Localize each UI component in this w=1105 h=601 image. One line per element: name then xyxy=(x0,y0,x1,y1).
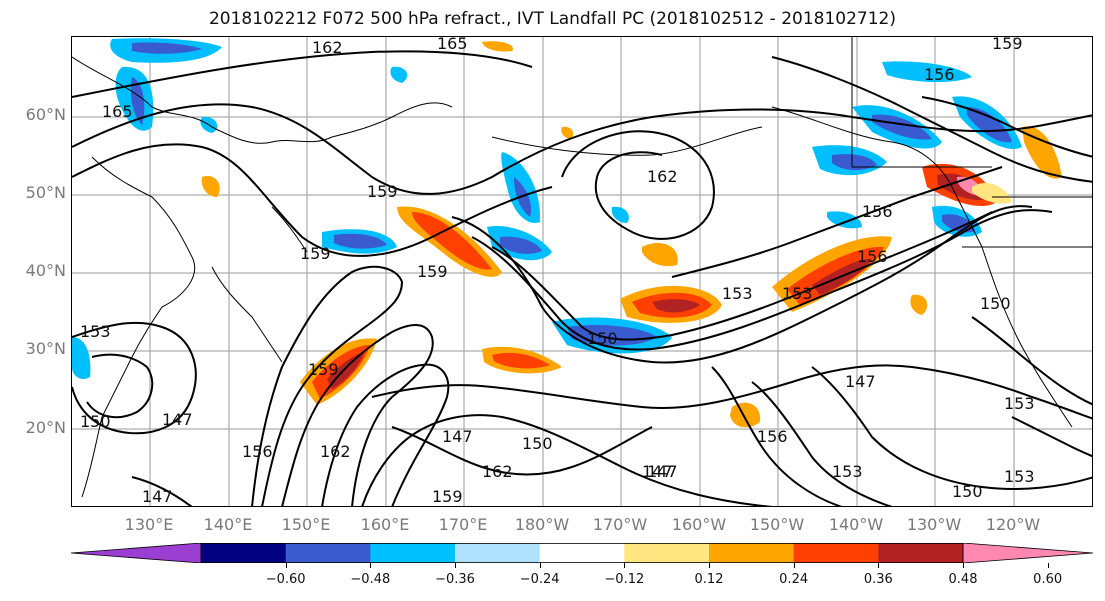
contour-label: 159 xyxy=(992,37,1023,53)
contour-label: 159 xyxy=(367,182,398,201)
lat-label: 50°N xyxy=(25,183,66,202)
colorbar-tick-label: −0.48 xyxy=(350,572,391,587)
colorbar-segment xyxy=(455,543,541,563)
contour-label: 159 xyxy=(308,360,339,379)
contour-label-group: 162 165 159 165 159 162 159 156 156 156 … xyxy=(80,37,1035,506)
colorbar-tick-mark xyxy=(878,563,880,568)
lon-label: 160°W xyxy=(671,515,727,534)
contour-label: 153 xyxy=(1004,467,1035,486)
contour-label: 159 xyxy=(300,244,331,263)
colorbar-tick-mark xyxy=(709,563,710,568)
map-title: 2018102212 F072 500 hPa refract., IVT La… xyxy=(208,9,896,29)
colorbar-segment xyxy=(370,543,456,563)
lon-label: 140°W xyxy=(828,515,884,534)
contour-label: 156 xyxy=(924,65,955,84)
colorbar-border xyxy=(200,543,964,563)
colorbar-tick-mark xyxy=(539,563,541,568)
map-panel: 162 165 159 165 159 162 159 156 156 156 … xyxy=(71,36,1093,507)
contour-label: 147 xyxy=(647,462,678,481)
colorbar-segment xyxy=(201,543,287,563)
colorbar-tick-label: −0.12 xyxy=(604,572,645,587)
colorbar-tick-label: −0.36 xyxy=(435,572,475,587)
colorbar-segment xyxy=(624,543,710,563)
contour-label: 156 xyxy=(862,202,893,221)
contour-label: 150 xyxy=(80,412,111,431)
contour-label: 162 xyxy=(320,442,351,461)
lat-label: 30°N xyxy=(25,339,66,358)
contour-label: 159 xyxy=(432,487,463,506)
contour-label: 162 xyxy=(647,167,678,186)
lon-label: 130°W xyxy=(906,515,962,534)
contour-label: 153 xyxy=(722,284,753,303)
contour-label: 156 xyxy=(242,442,273,461)
colorbar-tick-mark xyxy=(370,563,372,568)
lon-label: 150°E xyxy=(281,515,331,534)
contour-label: 165 xyxy=(102,102,133,121)
contour-label: 162 xyxy=(312,38,343,57)
lat-label: 40°N xyxy=(25,261,66,280)
colorbar-segment xyxy=(285,543,371,563)
lon-label: 120°W xyxy=(985,515,1041,534)
contour-label: 147 xyxy=(142,487,173,506)
contour-label: 150 xyxy=(587,329,618,348)
graticule xyxy=(72,37,1092,506)
map-canvas: 162 165 159 165 159 162 159 156 156 156 … xyxy=(72,37,1092,506)
lat-label: 60°N xyxy=(25,105,66,124)
contour-label: 150 xyxy=(522,434,553,453)
colorbar-segment xyxy=(709,543,795,563)
contour-lines xyxy=(72,50,1092,506)
colorbar-tick-label: 0.36 xyxy=(863,572,893,587)
lat-label: 20°N xyxy=(25,418,66,437)
lon-label: 140°E xyxy=(203,515,253,534)
positive-anomaly-patches xyxy=(201,41,1062,428)
colorbar-segments xyxy=(71,543,1093,563)
colorbar-segment xyxy=(793,543,879,563)
colorbar-tick-mark xyxy=(285,563,287,568)
colorbar-tick-mark xyxy=(1047,563,1049,568)
colorbar-tick-label: −0.24 xyxy=(519,572,560,587)
colorbar-tick-label: 0.24 xyxy=(779,572,809,587)
contour-label: 150 xyxy=(952,482,983,501)
colorbar-tick-label: 0.60 xyxy=(1033,572,1063,587)
colorbar-tick-mark xyxy=(963,563,964,568)
colorbar-segment xyxy=(878,543,964,563)
colorbar-tick-mark xyxy=(793,563,795,568)
contour-label: 156 xyxy=(857,247,888,266)
colorbar-tick-label: −0.60 xyxy=(265,572,306,587)
colorbar-segment xyxy=(539,543,625,563)
lon-label: 170°W xyxy=(592,515,648,534)
contour-label: 153 xyxy=(782,284,813,303)
colorbar-segment xyxy=(962,543,1093,563)
lon-label: 160°E xyxy=(360,515,410,534)
colorbar xyxy=(71,543,1093,563)
contour-label: 147 xyxy=(162,410,193,429)
contour-label: 153 xyxy=(80,322,111,341)
lon-label: 170°E xyxy=(438,515,488,534)
contour-label: 159 xyxy=(417,262,448,281)
contour-label: 165 xyxy=(437,37,468,53)
colorbar-tick-label: 0.48 xyxy=(948,572,978,587)
contour-label: 162 xyxy=(482,462,513,481)
lon-label: 130°E xyxy=(124,515,174,534)
colorbar-tick-label: 0.12 xyxy=(694,572,724,587)
coastlines xyxy=(72,37,1092,498)
contour-label: 153 xyxy=(1004,394,1035,413)
contour-label: 147 xyxy=(642,462,673,481)
lon-label: 150°W xyxy=(749,515,805,534)
colorbar-tick-mark xyxy=(624,563,626,568)
contour-label: 156 xyxy=(757,427,788,446)
colorbar-tick-mark xyxy=(455,563,456,568)
contour-label: 147 xyxy=(442,427,473,446)
lon-label: 180°W xyxy=(514,515,570,534)
colorbar-segment xyxy=(71,543,202,563)
contour-label: 150 xyxy=(980,294,1011,313)
contour-label: 153 xyxy=(832,462,863,481)
contour-label: 147 xyxy=(845,372,876,391)
